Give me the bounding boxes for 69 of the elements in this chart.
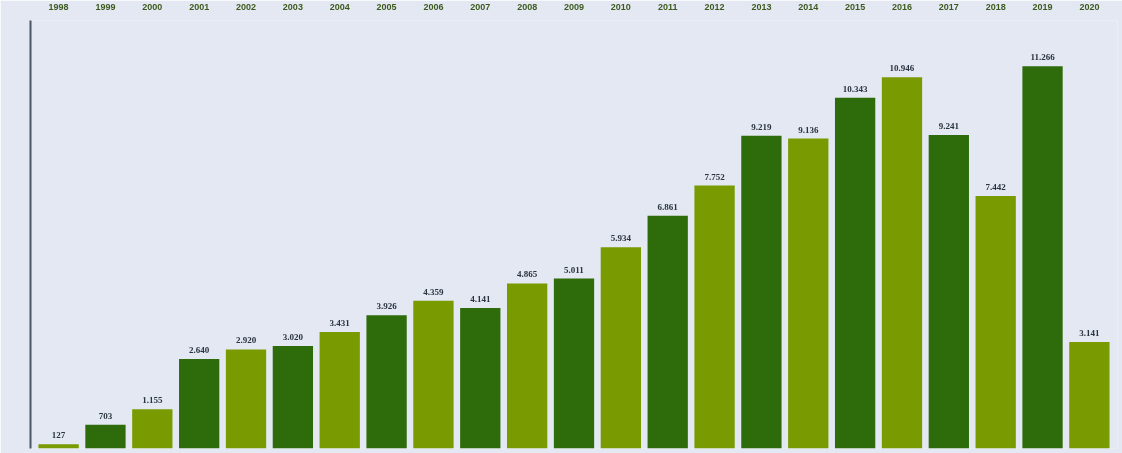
bar: [834, 97, 876, 449]
x-tick-label: 2018: [985, 1, 1006, 12]
x-tick-label: 2004: [329, 1, 350, 12]
bar: [788, 138, 829, 449]
data-label: 9.219: [751, 121, 773, 132]
bar: [881, 77, 923, 449]
data-label: 6.861: [657, 201, 679, 212]
x-tick-label: 2007: [470, 1, 491, 12]
x-tick-label: 2014: [798, 1, 819, 12]
x-tick-label: 2019: [1032, 1, 1053, 12]
bar: [38, 444, 79, 449]
bar: [272, 346, 314, 449]
x-tick-label: 2008: [517, 1, 538, 12]
data-label: 1.155: [142, 395, 163, 406]
x-tick-label: 2012: [704, 1, 725, 12]
bar: [85, 424, 126, 449]
data-label: 9.136: [798, 124, 819, 135]
bar: [694, 185, 735, 449]
bar: [1069, 341, 1110, 449]
x-tick-label: 2013: [751, 1, 772, 12]
x-tick-label: 2010: [610, 1, 631, 12]
bar: [975, 196, 1016, 449]
data-label: 11.266: [1030, 52, 1056, 63]
data-label: 9.241: [938, 121, 960, 132]
bar: [179, 358, 220, 449]
data-label: 4.141: [470, 294, 491, 305]
x-tick-label: 2015: [845, 1, 866, 12]
bar: [600, 247, 641, 449]
bar: [319, 332, 360, 449]
bar: [507, 283, 548, 449]
x-tick-label: 1999: [95, 1, 116, 12]
x-tick-label: 2006: [423, 1, 444, 12]
data-label: 4.359: [423, 286, 445, 297]
data-label: 7.442: [985, 182, 1007, 193]
bar: [647, 215, 688, 449]
data-label: 3.141: [1079, 327, 1101, 338]
x-tick-label: 2011: [657, 1, 678, 12]
bar: [225, 349, 267, 449]
data-label: 3.926: [376, 301, 398, 312]
bar: [366, 315, 407, 449]
bar: [553, 278, 595, 449]
data-label: 10.343: [842, 83, 868, 94]
data-label: 5.011: [564, 264, 585, 275]
data-label: 703: [98, 410, 113, 421]
x-tick-label: 2005: [376, 1, 397, 12]
x-tick-label: 2000: [142, 1, 163, 12]
data-label: 3.431: [329, 318, 351, 329]
data-label: 3.020: [282, 332, 304, 343]
x-tick-label: 2001: [189, 1, 210, 12]
bar: [741, 135, 782, 449]
data-label: 2.640: [189, 344, 210, 355]
x-tick-label: 2020: [1079, 1, 1100, 12]
x-tick-label: 2016: [891, 1, 912, 12]
x-tick-label: 1998: [48, 1, 69, 12]
bar: [928, 135, 969, 449]
data-label: 7.752: [704, 171, 726, 182]
data-label: 4.865: [517, 269, 538, 280]
data-label: 127: [51, 430, 66, 441]
data-label: 10.946: [889, 63, 915, 74]
x-tick-label: 2003: [282, 1, 303, 12]
bar: [132, 409, 173, 449]
x-tick-label: 2002: [236, 1, 257, 12]
data-label: 2.920: [235, 335, 257, 346]
x-tick-label: 2009: [563, 1, 585, 12]
bar: [413, 300, 454, 449]
bar: [460, 308, 501, 449]
bar: [1022, 66, 1063, 449]
data-label: 5.934: [610, 233, 632, 244]
x-tick-label: 2017: [938, 1, 959, 12]
